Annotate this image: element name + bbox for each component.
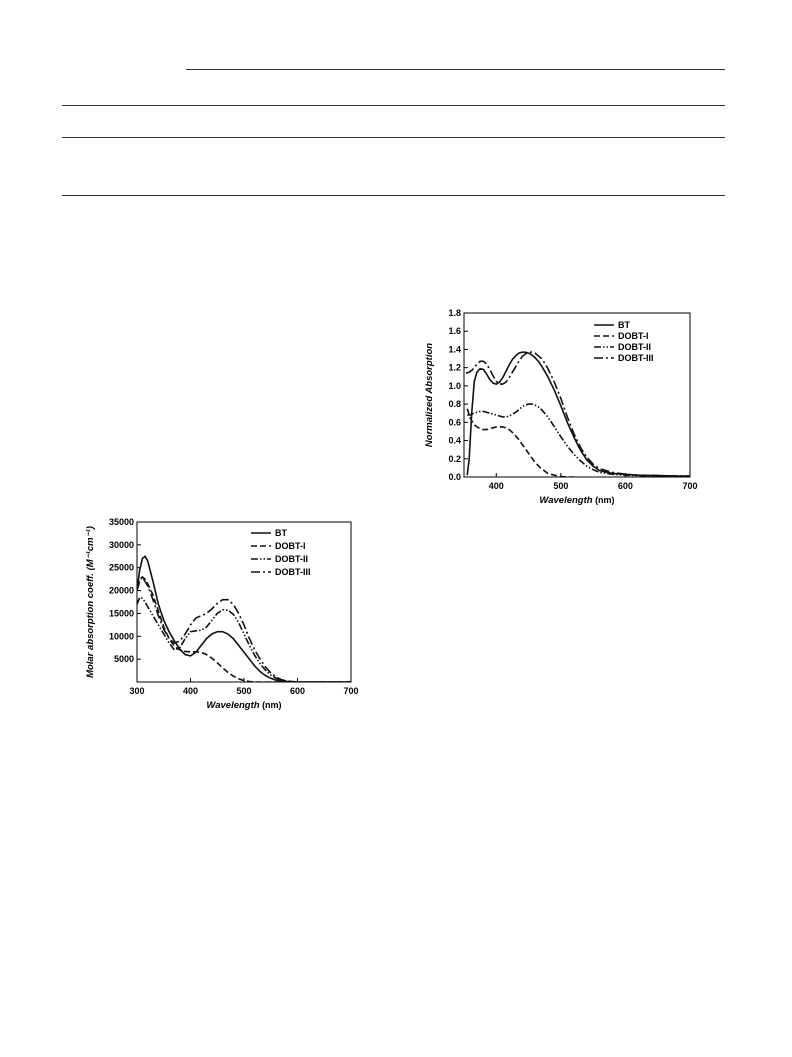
y-tick-label: 5000 bbox=[114, 654, 134, 664]
y-tick-label: 0.6 bbox=[448, 417, 461, 427]
y-tick-label: 30000 bbox=[109, 540, 134, 550]
y-tick-label: 0.8 bbox=[448, 399, 461, 409]
y-tick-label: 15000 bbox=[109, 608, 134, 618]
legend-label-dobt-ii: DOBT-II bbox=[275, 554, 308, 564]
series-line-bt bbox=[137, 555, 351, 682]
table-rule-2 bbox=[62, 105, 725, 106]
x-tick-label: 300 bbox=[129, 686, 144, 696]
table-rule-3 bbox=[62, 137, 725, 138]
legend-label-dobt-i: DOBT-I bbox=[275, 541, 306, 551]
series-line-dobt-iii bbox=[137, 575, 351, 682]
y-tick-label: 1.0 bbox=[448, 381, 461, 391]
y-tick-label: 0.2 bbox=[448, 454, 461, 464]
normalized-absorption-svg: 400 500 600 700 0.0 0.2 0.4 0.6 0.8 1.0 1.2 1.4 1.6 1… bbox=[424, 308, 698, 506]
x-axis-label: Wavelength (nm) bbox=[206, 700, 281, 711]
molar-absorption-chart: 300 400 500 600 700 5000 10000 15000 20000 25000 3… bbox=[83, 515, 373, 715]
x-tick-label: 700 bbox=[343, 686, 358, 696]
y-tick-label: 10000 bbox=[109, 631, 134, 641]
y-tick-label: 1.4 bbox=[448, 344, 461, 354]
x-axis-label: Wavelength (nm) bbox=[539, 495, 614, 506]
x-tick-label: 500 bbox=[553, 481, 568, 491]
normalized-absorption-chart: 400 500 600 700 0.0 0.2 0.4 0.6 0.8 1.0 1.2 1.4 1.6 1… bbox=[422, 303, 712, 511]
x-tick-label: 600 bbox=[618, 481, 633, 491]
series-line-dobt-i bbox=[137, 575, 351, 682]
series-line-dobt-ii bbox=[137, 596, 351, 682]
x-tick-label: 700 bbox=[682, 481, 697, 491]
y-tick-label: 20000 bbox=[109, 586, 134, 596]
series-line-dobt-i bbox=[466, 408, 574, 477]
table-bottom-rule bbox=[62, 195, 725, 196]
table-top-rule bbox=[186, 69, 725, 70]
legend-label-dobt-ii: DOBT-II bbox=[618, 342, 651, 352]
legend-label-dobt-iii: DOBT-III bbox=[618, 353, 654, 363]
legend-label-bt: BT bbox=[618, 320, 630, 330]
y-axis-label: Normalized Absorption bbox=[424, 343, 435, 447]
plot-frame bbox=[136, 521, 352, 683]
series-line-dobt-iii bbox=[465, 351, 690, 477]
series-line-dobt-ii bbox=[467, 403, 690, 477]
y-tick-label: 0.4 bbox=[448, 436, 461, 446]
y-axis-label: Molar absorption coeff. (M⁻¹cm⁻¹) bbox=[85, 526, 96, 678]
y-tick-label: 25000 bbox=[109, 563, 134, 573]
x-tick-label: 400 bbox=[489, 481, 504, 491]
plot-frame bbox=[463, 312, 691, 478]
y-tick-label: 1.6 bbox=[448, 326, 461, 336]
molar-absorption-svg: 300 400 500 600 700 5000 10000 15000 20000 25000 3… bbox=[85, 517, 359, 711]
y-tick-label: 35000 bbox=[109, 517, 134, 527]
legend-label-dobt-i: DOBT-I bbox=[618, 331, 649, 341]
x-tick-label: 400 bbox=[183, 686, 198, 696]
series-line-bt bbox=[466, 351, 690, 477]
x-tick-label: 600 bbox=[290, 686, 305, 696]
y-tick-label: 1.8 bbox=[448, 308, 461, 318]
legend-label-dobt-iii: DOBT-III bbox=[275, 567, 311, 577]
y-tick-label: 1.2 bbox=[448, 363, 461, 373]
x-tick-label: 500 bbox=[236, 686, 251, 696]
legend-label-bt: BT bbox=[275, 528, 287, 538]
y-tick-label: 0.0 bbox=[448, 472, 461, 482]
